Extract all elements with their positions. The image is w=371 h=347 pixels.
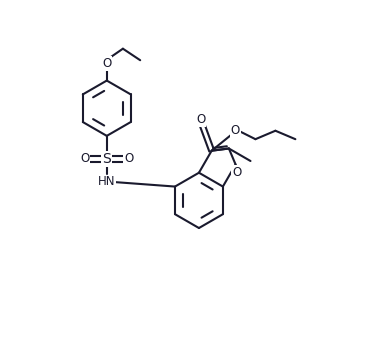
Text: O: O xyxy=(231,124,240,137)
Text: HN: HN xyxy=(98,176,115,188)
Text: O: O xyxy=(232,166,242,179)
Text: O: O xyxy=(124,152,134,166)
Text: O: O xyxy=(196,113,205,127)
Text: O: O xyxy=(80,152,89,166)
Text: S: S xyxy=(102,152,111,166)
Text: O: O xyxy=(102,57,111,70)
